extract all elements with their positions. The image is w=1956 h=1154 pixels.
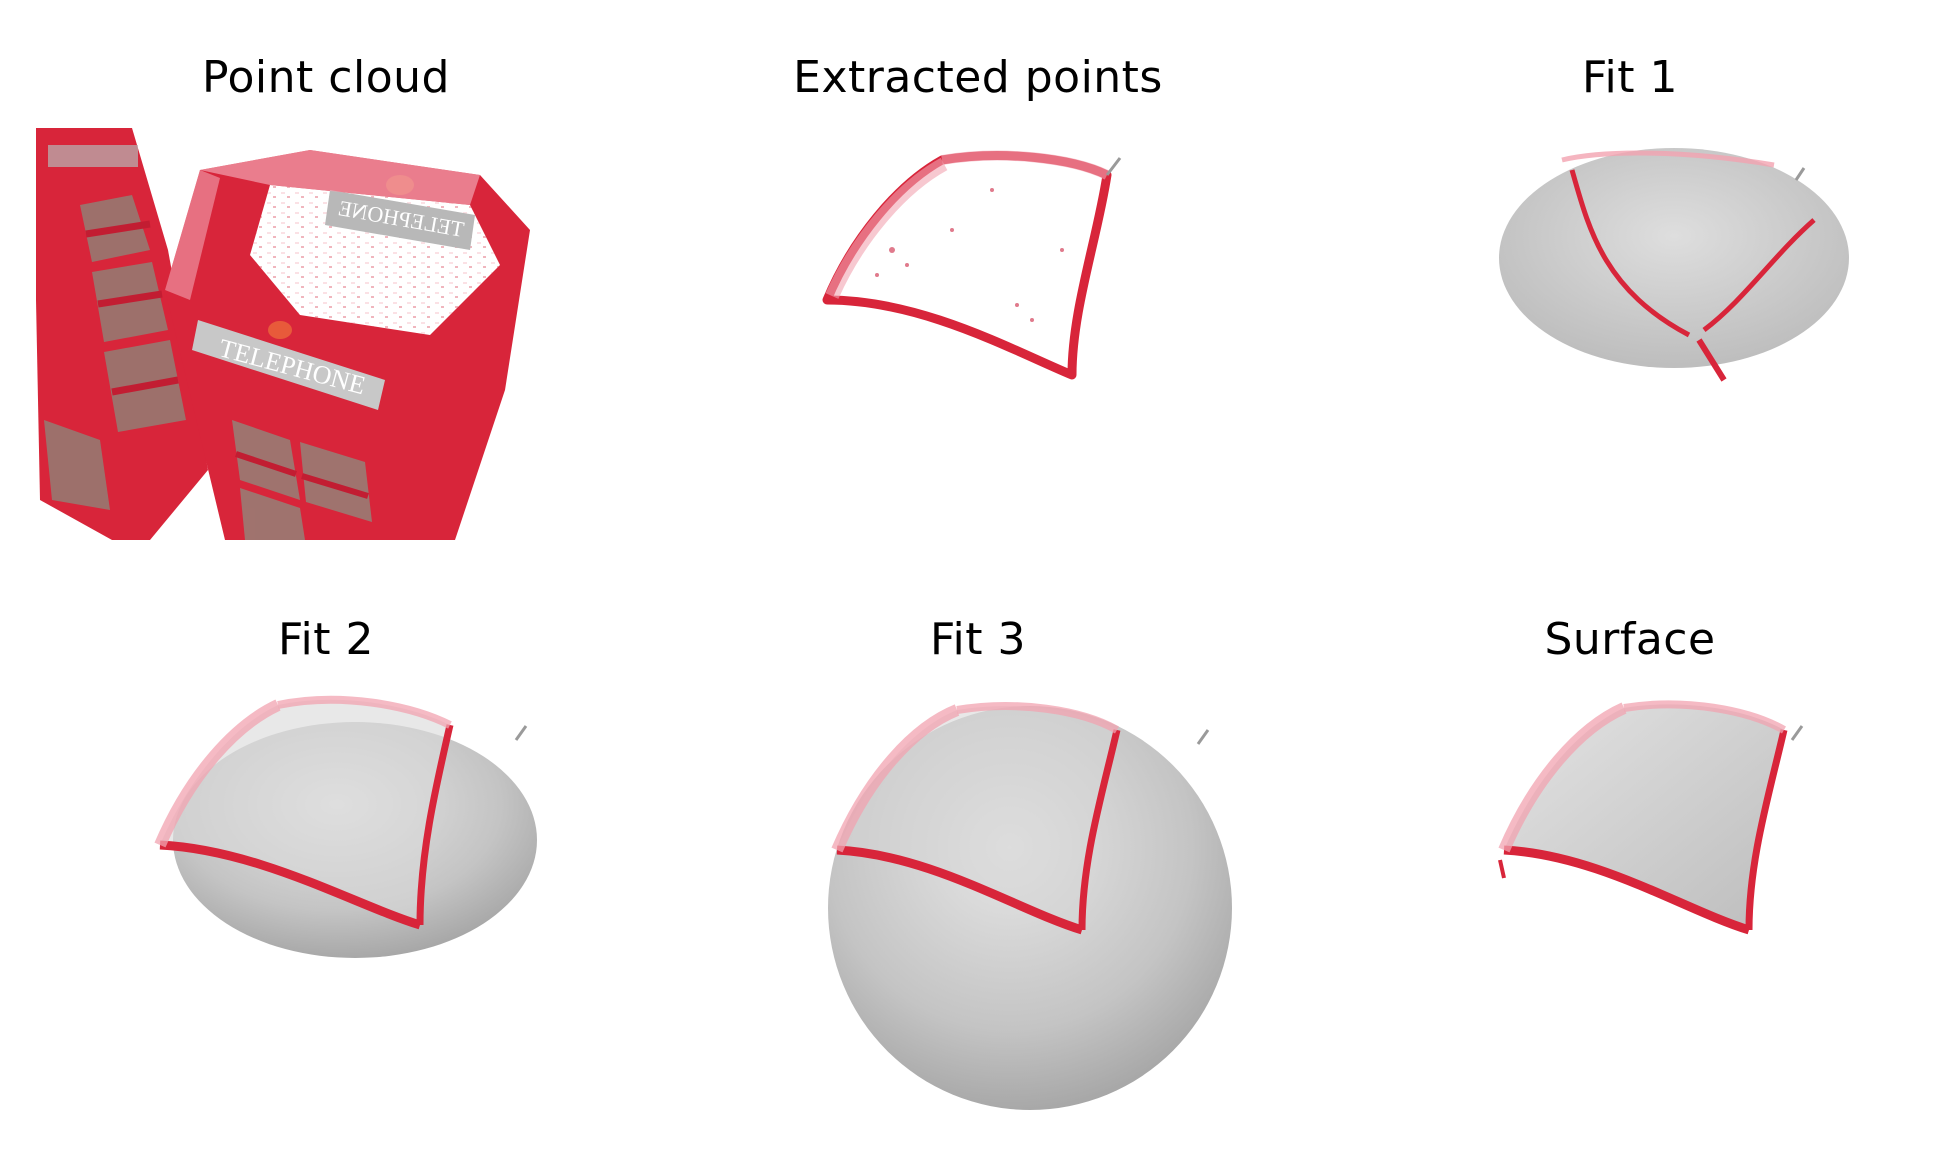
- ellipsoid-fit-surface: [1499, 148, 1849, 368]
- fitted-surface-patch: [1498, 700, 1804, 935]
- panel-title: Surface: [1544, 614, 1716, 665]
- panel-fit-3: Fit 3: [652, 560, 1304, 1120]
- extracted-points-overlay: [831, 702, 1210, 935]
- extracted-points-scene: [822, 150, 1122, 380]
- panel-title: Fit 3: [929, 614, 1027, 665]
- panel-title: Fit 1: [1581, 52, 1679, 103]
- surface-scene: [1498, 700, 1804, 935]
- extracted-point-patch: [822, 150, 1122, 380]
- fit-2-scene: [154, 695, 537, 958]
- point-cloud-scene: TELEPHONE TELEPHONE: [36, 128, 530, 540]
- right-telephone-booth: TELEPHONE TELEPHONE: [165, 150, 530, 540]
- panel-surface: Surface: [1304, 560, 1956, 1120]
- extracted-points-overlay: [154, 695, 528, 930]
- panel-fit-1: Fit 1: [1304, 0, 1956, 560]
- panel-point-cloud: Point cloud TELEPHO: [0, 0, 652, 560]
- panel-title: Point cloud: [202, 52, 450, 103]
- panel-title: Extracted points: [793, 52, 1163, 103]
- panel-extracted-points: Extracted points: [652, 0, 1304, 560]
- left-telephone-booth: [36, 128, 208, 540]
- panel-fit-2: Fit 2: [0, 560, 652, 1120]
- fit-3-scene: [828, 702, 1232, 1110]
- fit-1-scene: [1499, 148, 1849, 382]
- stray-point: [1105, 157, 1122, 176]
- extracted-points-overlay: [1561, 150, 1816, 382]
- panel-title: Fit 2: [277, 614, 375, 665]
